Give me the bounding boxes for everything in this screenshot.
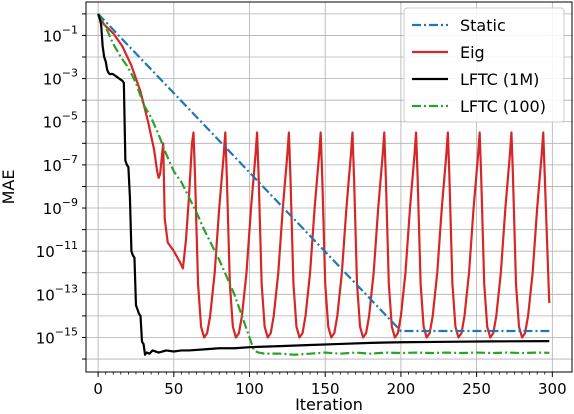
series-line-static — [97, 13, 550, 333]
series-line-lftc-100 — [97, 13, 550, 356]
y-tick-label: 10−15 — [36, 325, 78, 347]
plot-frame — [85, 1, 573, 373]
legend-label: Eig — [460, 43, 485, 62]
x-tick-label: 50 — [164, 380, 183, 398]
legend-box — [403, 7, 565, 123]
x-tick-label: 0 — [93, 380, 103, 398]
x-tick-label: 150 — [311, 380, 340, 398]
y-tick-label: 10−1 — [43, 23, 78, 45]
series-line-lftc-1m — [97, 13, 550, 356]
x-tick-label: 100 — [235, 380, 264, 398]
y-tick-label: 10−5 — [43, 110, 78, 132]
x-tick-label: 250 — [462, 380, 491, 398]
x-tick-label: 200 — [387, 380, 416, 398]
x-axis-label: Iteration — [295, 395, 363, 414]
y-axis-label: MAE — [0, 170, 18, 205]
y-tick-label: 10−9 — [43, 196, 78, 218]
y-tick-label: 10−3 — [43, 67, 78, 89]
y-tick-label: 10−11 — [36, 239, 78, 261]
legend-label: Static — [460, 16, 506, 35]
series-layer — [97, 13, 551, 356]
ticks: 0 50 100 150 200 250 300 10−1 10−3 10−5 10−7 10−9 10… — [36, 13, 567, 398]
series-line-eig — [97, 13, 551, 339]
y-tick-label: 10−7 — [43, 153, 78, 175]
legend-label: LFTC (100) — [460, 97, 546, 116]
y-tick-label: 10−13 — [36, 282, 78, 304]
legend: Static Eig LFTC (1M) LFTC (100) — [403, 7, 565, 123]
x-tick-label: 300 — [538, 380, 567, 398]
legend-label: LFTC (1M) — [460, 70, 539, 89]
